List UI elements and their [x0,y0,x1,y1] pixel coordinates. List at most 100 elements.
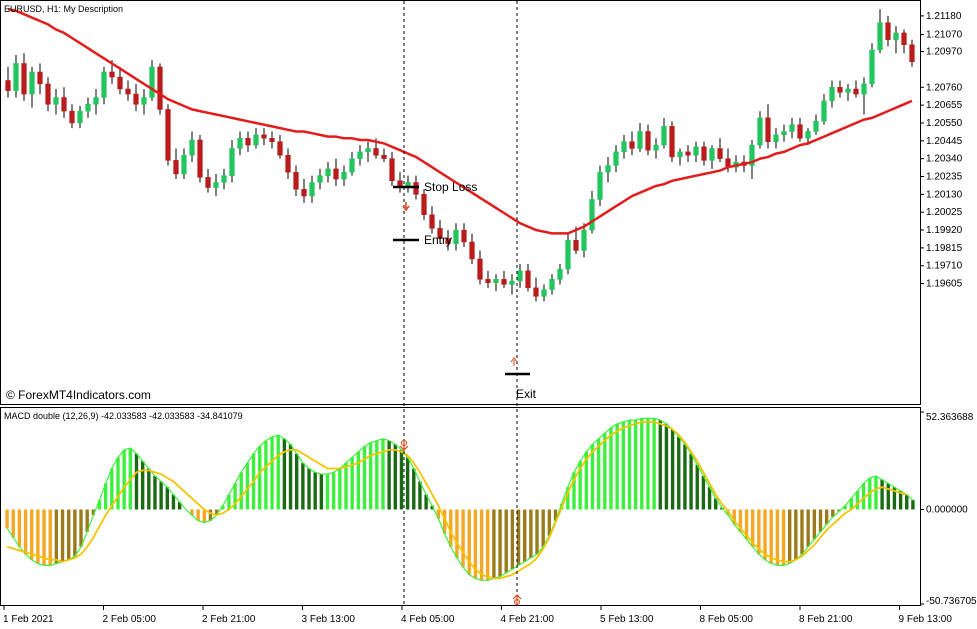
y-tick-label: 1.21180 [926,11,962,22]
candle [629,131,635,156]
x-tick-label: 2 Feb 05:00 [103,614,157,625]
y-tick-label: 1.20235 [926,172,963,183]
candle [869,43,875,88]
candle [389,151,395,186]
candle [381,148,387,163]
candle [581,223,587,258]
candle [757,111,763,149]
candle [117,66,123,95]
candle [685,145,691,163]
candle [13,54,19,98]
candle [517,264,523,288]
x-tick-label: 5 Feb 13:00 [600,614,654,625]
candle [813,114,819,135]
candle [293,165,299,197]
candle [37,63,43,95]
candle [909,39,915,67]
candle [229,139,235,183]
candle [53,88,59,115]
entry-arrow-main-icon [402,202,410,212]
candle [709,145,715,169]
signal-line [6,421,908,580]
y-tick-label: 1.19710 [926,261,963,272]
candle [669,121,675,163]
y-tick-label: 1.19605 [926,279,963,290]
exit-arrow-macd-icon [512,594,522,605]
y-tick-label: 1.20130 [926,189,963,200]
candle [429,206,435,234]
candle [61,87,67,118]
candle [701,141,707,166]
x-tick-label: 8 Feb 05:00 [700,614,754,625]
candle [861,77,867,115]
entry-arrow-macd-icon [399,440,409,451]
candle [165,104,171,166]
x-tick-label: 9 Feb 13:00 [899,614,953,625]
x-tick-label: 4 Feb 21:00 [501,614,555,625]
y-tick-label: 1.19815 [926,243,963,254]
candle [653,138,659,159]
candle [125,80,131,101]
candle [829,80,835,108]
y-tick-label: 1.20655 [926,100,963,111]
candle [69,104,75,129]
main-chart-panel[interactable] [0,0,921,405]
candle [157,63,163,115]
candle [765,104,771,149]
candle [325,162,331,183]
candle [485,270,491,288]
y-tick-label: 1.20550 [926,118,963,129]
candle [589,190,595,234]
candle [837,80,843,98]
candle [309,175,315,203]
candle [221,168,227,190]
candle [621,134,627,159]
candle [189,131,195,163]
candle [677,148,683,166]
candle [789,117,795,139]
candle [797,117,803,142]
candle [197,134,203,183]
candle [637,122,643,152]
candle [29,66,35,108]
candle [277,134,283,159]
candle [213,173,219,197]
y-tick-label: 1.20445 [926,136,963,147]
candle [509,274,515,295]
candle [181,148,187,180]
watermark: © ForexMT4Indicators.com [6,388,151,402]
candle [541,284,547,302]
exit-label: Exit [516,387,537,401]
candle [773,128,779,149]
y-tick-label: 1.19920 [926,225,963,236]
candle [101,66,107,105]
x-tick-label: 2 Feb 21:00 [202,614,256,625]
macd-y-tick-label: 0.000000 [926,505,968,516]
candle [477,250,483,285]
candle [261,128,267,146]
candle [501,270,507,288]
candle [133,83,139,112]
y-tick-label: 1.20970 [926,47,963,58]
macd-series [5,417,915,581]
candle [45,77,51,112]
candle [205,168,211,193]
candle [493,274,499,292]
candle [365,141,371,163]
candle [469,233,475,265]
main-chart-title: EURUSD, H1: My Description [4,4,123,14]
candle [285,148,291,180]
candle [877,9,883,54]
candle [885,15,891,47]
candle [333,158,339,186]
macd-line [6,417,914,581]
candle [357,145,363,166]
macd-y-axis: 52.363688 0.000000 -50.736705 [920,411,977,607]
macd-panel[interactable] [0,407,921,606]
candle [93,88,99,115]
x-axis: 1 Feb 2021 2 Feb 05:00 2 Feb 21:00 3 Feb 13… [3,606,952,625]
candle [437,219,443,244]
candle [349,151,355,176]
entry-label: Entry [424,233,452,247]
candle [445,230,451,251]
